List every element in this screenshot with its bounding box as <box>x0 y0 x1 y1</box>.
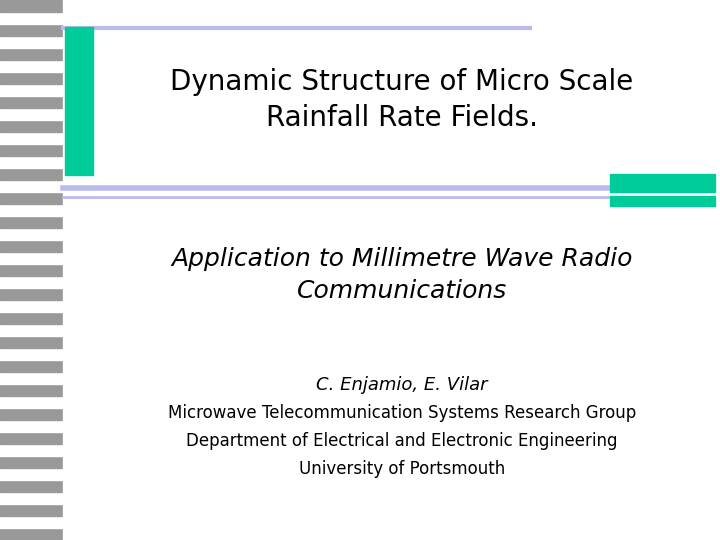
Bar <box>0 492 63 504</box>
Bar <box>0 408 63 420</box>
Bar <box>0 288 63 300</box>
Bar <box>0 216 63 228</box>
Bar <box>610 196 715 206</box>
Bar <box>0 324 63 336</box>
Bar <box>0 372 63 384</box>
Bar <box>0 444 63 456</box>
Bar <box>0 204 63 216</box>
Bar <box>0 168 63 180</box>
Bar <box>0 468 63 480</box>
Bar <box>610 174 715 192</box>
Bar <box>0 504 63 516</box>
Bar <box>0 240 63 252</box>
Bar <box>0 48 63 60</box>
Text: C. Enjamio, E. Vilar: C. Enjamio, E. Vilar <box>316 376 487 394</box>
Text: Department of Electrical and Electronic Engineering: Department of Electrical and Electronic … <box>186 432 618 450</box>
Bar <box>0 180 63 192</box>
Bar <box>0 60 63 72</box>
Bar <box>0 108 63 120</box>
Bar <box>0 312 63 324</box>
Bar <box>0 264 63 276</box>
Bar <box>0 516 63 528</box>
Bar <box>0 348 63 360</box>
Bar <box>0 336 63 348</box>
Text: Microwave Telecommunication Systems Research Group: Microwave Telecommunication Systems Rese… <box>168 404 636 422</box>
Bar <box>0 276 63 288</box>
Bar <box>0 132 63 144</box>
Bar <box>0 36 63 48</box>
Bar <box>66 27 94 175</box>
Bar <box>0 480 63 492</box>
Text: Dynamic Structure of Micro Scale
Rainfall Rate Fields.: Dynamic Structure of Micro Scale Rainfal… <box>170 68 634 132</box>
Text: University of Portsmouth: University of Portsmouth <box>299 460 505 478</box>
Bar <box>0 156 63 168</box>
Bar <box>0 360 63 372</box>
Bar <box>0 252 63 264</box>
Bar <box>0 72 63 84</box>
Text: Application to Millimetre Wave Radio
Communications: Application to Millimetre Wave Radio Com… <box>171 247 632 303</box>
Bar <box>0 432 63 444</box>
Bar <box>0 0 63 12</box>
Bar <box>0 120 63 132</box>
Bar <box>0 24 63 36</box>
Bar <box>0 300 63 312</box>
Bar <box>0 420 63 432</box>
Bar <box>0 12 63 24</box>
Bar <box>0 192 63 204</box>
Bar <box>0 456 63 468</box>
Bar <box>0 84 63 96</box>
Bar <box>0 144 63 156</box>
Bar <box>0 528 63 540</box>
Bar <box>0 396 63 408</box>
Bar <box>0 384 63 396</box>
Bar <box>0 96 63 108</box>
Bar <box>0 228 63 240</box>
